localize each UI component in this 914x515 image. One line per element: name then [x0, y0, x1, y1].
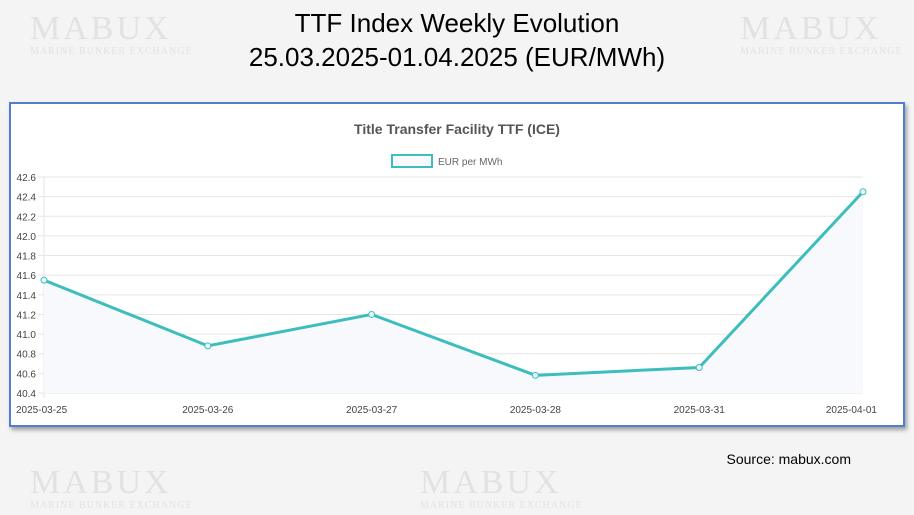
legend-label[interactable]: EUR per MWh: [438, 157, 502, 168]
x-tick-label: 2025-03-31: [674, 405, 726, 416]
y-tick-label: 42.0: [17, 232, 37, 243]
y-tick-label: 42.6: [17, 173, 37, 184]
data-point[interactable]: [531, 371, 539, 379]
x-tick-label: 2025-04-01: [826, 405, 878, 416]
watermark: MABUX MARINE BUNKER EXCHANGE: [30, 464, 193, 512]
title-line-1: TTF Index Weekly Evolution: [294, 8, 620, 38]
watermark: MABUX MARINE BUNKER EXCHANGE: [30, 10, 193, 58]
area-fill: [44, 191, 863, 393]
title-line-2: 25.03.2025-01.04.2025 (EUR/MWh): [248, 42, 666, 72]
page-title: TTF Index Weekly Evolution 25.03.2025-01…: [0, 6, 914, 74]
x-tick-label: 2025-03-26: [182, 405, 234, 416]
x-tick-label: 2025-03-25: [16, 405, 68, 416]
y-tick-label: 41.0: [17, 330, 37, 341]
y-tick-label: 40.4: [17, 389, 37, 400]
y-tick-label: 40.6: [17, 369, 37, 380]
data-point[interactable]: [368, 310, 376, 318]
legend-swatch[interactable]: [391, 154, 433, 168]
x-tick-label: 2025-03-27: [346, 405, 398, 416]
y-tick-label: 41.4: [17, 291, 37, 302]
data-point[interactable]: [859, 188, 867, 196]
data-point[interactable]: [204, 342, 212, 350]
source-label: Source: mabux.com: [726, 451, 852, 467]
watermark: MABUX MARINE BUNKER EXCHANGE: [740, 10, 903, 58]
y-tick-label: 41.6: [17, 271, 37, 282]
line-chart: Title Transfer Facility TTF (ICE) EUR pe…: [16, 121, 878, 416]
y-tick-label: 42.4: [17, 193, 37, 204]
y-tick-label: 40.8: [17, 350, 37, 361]
watermark: MABUX MARINE BUNKER EXCHANGE: [420, 464, 583, 512]
x-tick-label: 2025-03-28: [510, 405, 562, 416]
chart-panel: Title Transfer Facility TTF (ICE) EUR pe…: [9, 102, 905, 427]
data-point[interactable]: [40, 276, 48, 284]
y-tick-label: 41.2: [17, 310, 37, 321]
y-tick-label: 41.8: [17, 252, 37, 263]
chart-title: Title Transfer Facility TTF (ICE): [354, 121, 560, 137]
data-point[interactable]: [695, 363, 703, 371]
y-tick-label: 42.2: [17, 212, 37, 223]
series-line: [43, 190, 865, 377]
